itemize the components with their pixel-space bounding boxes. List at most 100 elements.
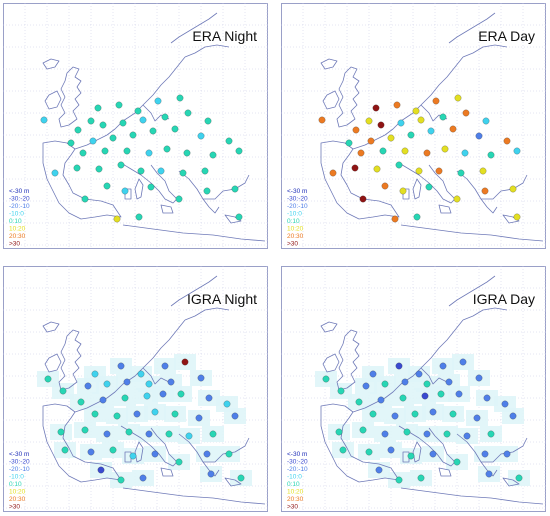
station-marker (184, 109, 192, 117)
station-marker (207, 470, 215, 478)
coastline-segment (122, 487, 266, 505)
coastline-segment (322, 90, 340, 110)
coastline-segment (320, 403, 400, 483)
coastline-segment (42, 58, 60, 70)
station-marker (387, 446, 395, 454)
legend-label: <-30 m (287, 188, 307, 195)
station-marker (57, 428, 65, 436)
station-marker (455, 390, 463, 398)
station-marker (415, 167, 423, 175)
coastline-segment (462, 44, 508, 58)
station-marker (161, 113, 169, 121)
station-marker (435, 167, 443, 175)
station-marker (84, 382, 92, 390)
coastline-segment (456, 170, 528, 200)
station-marker (139, 474, 147, 482)
station-marker (481, 187, 489, 195)
coastline-segment (448, 12, 496, 44)
coastline (42, 12, 266, 242)
station-marker (205, 394, 213, 402)
coastline-segment (462, 307, 508, 321)
station-marker (151, 408, 159, 416)
legend-label: <-30 m (9, 188, 29, 195)
legend-label: -30:-20 (9, 196, 30, 203)
station-marker (407, 131, 415, 139)
coastline-segment (320, 321, 338, 333)
station-marker (487, 430, 495, 438)
coastline-segment (502, 214, 520, 224)
station-marker (145, 149, 153, 157)
station-marker (395, 476, 403, 484)
station-marker (362, 382, 370, 390)
legend-label: 10:20 (9, 226, 26, 233)
station-marker (441, 145, 449, 153)
station-marker (117, 161, 125, 169)
legend-label: 0:10 (9, 481, 22, 488)
legend-label: 20:30 (287, 496, 304, 503)
station-marker (443, 430, 451, 438)
station-marker (40, 116, 48, 124)
station-marker (513, 147, 521, 155)
panel-title: ERA Day (478, 28, 535, 44)
station-marker (151, 450, 159, 458)
coastline (320, 275, 544, 505)
station-marker (67, 139, 75, 147)
station-marker (501, 400, 509, 408)
station-marker (149, 127, 157, 135)
station-marker (387, 134, 395, 142)
legend-label: 0:10 (287, 481, 300, 488)
station-marker (369, 410, 377, 418)
coastline-segment (184, 307, 230, 321)
station-marker (103, 182, 111, 190)
station-marker (99, 121, 107, 129)
panel-title: IGRA Day (473, 291, 535, 307)
station-marker (445, 378, 453, 386)
station-marker (179, 169, 187, 177)
station-marker (61, 446, 69, 454)
map-era-day: ERA Day <-30 m-30:-20-20:-10-10:00:1010:… (281, 3, 546, 249)
coastline-segment (412, 441, 422, 463)
legend-label: -20:-10 (287, 203, 308, 210)
legend-label: <-30 m (9, 451, 29, 458)
map-frame (281, 3, 546, 249)
coastline-segment (44, 353, 62, 373)
station-marker (407, 452, 415, 460)
station-marker (397, 119, 405, 127)
station-marker (231, 412, 239, 420)
station-marker (117, 362, 125, 370)
legend-label: -10:0 (287, 474, 302, 481)
station-marker (373, 165, 381, 173)
coastline-segment (142, 367, 170, 385)
coastline-segment (412, 178, 422, 200)
legend: <-30 m-30:-20-20:-10-10:00:1010:2020:30>… (287, 188, 308, 248)
station-marker (185, 432, 193, 440)
map-igra-day: IGRA Day <-30 m-30:-20-20:-10-10:00:1010… (281, 266, 546, 512)
station-marker (345, 139, 353, 147)
map-era-night: ERA Night <-30 m-30:-20-20:-10-10:00:101… (3, 3, 268, 249)
station-marker (429, 408, 437, 416)
coastline-segment (224, 477, 242, 487)
station-marker (395, 161, 403, 169)
coastline-segment (42, 140, 122, 220)
coastline-segment (120, 425, 178, 467)
coastline-segment (402, 188, 410, 200)
coastline-segment (120, 162, 178, 204)
coastline (42, 275, 266, 505)
coastline-segment (398, 162, 456, 204)
station-marker (369, 370, 377, 378)
station-marker (453, 195, 461, 203)
station-marker (157, 167, 165, 175)
coastline-segment (400, 224, 544, 242)
legend-label: 20:30 (287, 233, 304, 240)
station-marker (337, 387, 345, 395)
legend: <-30 m-30:-20-20:-10-10:00:1010:2020:30>… (9, 451, 30, 511)
station-marker (379, 147, 387, 155)
station-marker (359, 195, 367, 203)
station-marker (475, 374, 483, 382)
station-marker (453, 458, 461, 466)
station-marker (134, 107, 142, 115)
station-marker (109, 446, 117, 454)
legend-label: >30 (9, 241, 20, 248)
coastline-segment (124, 188, 132, 200)
station-marker (481, 450, 489, 458)
